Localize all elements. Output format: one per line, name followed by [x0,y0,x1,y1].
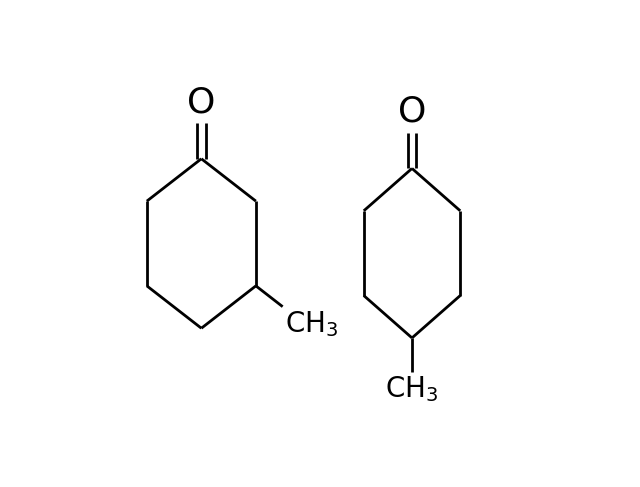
Text: O: O [187,85,216,119]
Text: CH$_3$: CH$_3$ [285,309,339,339]
Text: O: O [398,95,426,129]
Text: CH$_3$: CH$_3$ [385,374,438,404]
